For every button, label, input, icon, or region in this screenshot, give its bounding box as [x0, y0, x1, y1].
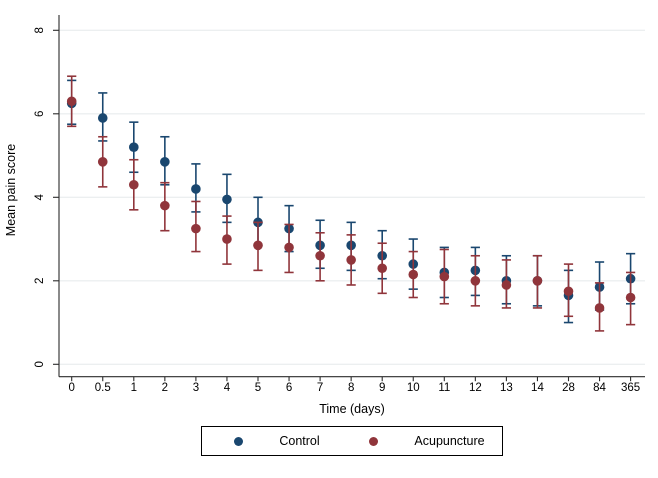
- x-tick-label-6: 6: [286, 382, 292, 394]
- control-marker-icon: [234, 436, 244, 446]
- x-tick-label-11: 11: [438, 382, 450, 394]
- legend-label-acupuncture: Acupuncture: [414, 434, 485, 448]
- y-tick-label-8: 8: [34, 27, 46, 33]
- x-tick-label-7: 7: [317, 382, 323, 394]
- legend-entry-acupuncture: Acupuncture: [352, 427, 502, 455]
- x-tick-label-365: 365: [621, 382, 640, 394]
- x-tick-label-12: 12: [469, 382, 482, 394]
- y-tick-label-4: 4: [34, 194, 46, 201]
- acupuncture-point-day-11: [439, 271, 450, 282]
- acupuncture-point-day-0: [66, 96, 77, 107]
- control-point-day-4: [222, 194, 232, 205]
- x-tick-label-3: 3: [193, 382, 199, 394]
- x-tick-label-8: 8: [348, 382, 354, 394]
- x-tick-label-1: 1: [131, 382, 137, 394]
- acupuncture-point-day-7: [315, 250, 325, 261]
- control-point-day-3: [191, 184, 201, 194]
- acupuncture-point-day-6: [284, 242, 294, 253]
- y-tick-label-2: 2: [34, 278, 46, 284]
- acupuncture-point-day-4: [222, 234, 232, 244]
- acupuncture-point-day-84: [594, 303, 605, 313]
- legend: Control Acupuncture: [201, 426, 503, 456]
- acupuncture-point-day-14: [532, 276, 543, 286]
- x-tick-label-0.5: 0.5: [95, 382, 111, 394]
- x-tick-label-10: 10: [407, 382, 420, 394]
- acupuncture-point-day-2: [160, 200, 170, 211]
- x-tick-label-2: 2: [162, 382, 168, 394]
- acupuncture-point-day-28: [563, 286, 574, 297]
- acupuncture-point-day-8: [346, 255, 356, 265]
- acupuncture-marker-icon: [369, 436, 379, 446]
- x-axis-title: Time (days): [319, 402, 385, 416]
- legend-entry-control: Control: [202, 427, 352, 455]
- control-point-day-0.5: [97, 113, 108, 123]
- acupuncture-point-day-3: [191, 223, 201, 234]
- control-point-day-2: [160, 157, 170, 167]
- acupuncture-point-day-13: [501, 280, 512, 290]
- legend-label-control: Control: [279, 434, 320, 448]
- acupuncture-point-day-9: [377, 263, 388, 274]
- x-tick-label-5: 5: [255, 382, 261, 394]
- acupuncture-point-day-5: [253, 240, 263, 251]
- acupuncture-point-day-1: [129, 179, 139, 190]
- acupuncture-point-day-365: [625, 292, 636, 303]
- y-tick-label-0: 0: [34, 361, 46, 367]
- x-tick-label-0: 0: [68, 382, 74, 394]
- x-tick-label-14: 14: [531, 382, 544, 394]
- x-tick-label-9: 9: [379, 382, 385, 394]
- x-tick-label-84: 84: [593, 382, 606, 394]
- acupuncture-point-day-10: [408, 269, 419, 280]
- acupuncture-point-day-0.5: [97, 157, 108, 167]
- control-point-day-1: [129, 142, 139, 152]
- acupuncture-point-day-12: [470, 276, 481, 286]
- x-tick-label-28: 28: [562, 382, 575, 394]
- x-tick-label-4: 4: [224, 382, 231, 394]
- y-tick-label-6: 6: [34, 111, 46, 117]
- x-tick-label-13: 13: [500, 382, 513, 394]
- y-axis-title: Mean pain score: [4, 144, 18, 236]
